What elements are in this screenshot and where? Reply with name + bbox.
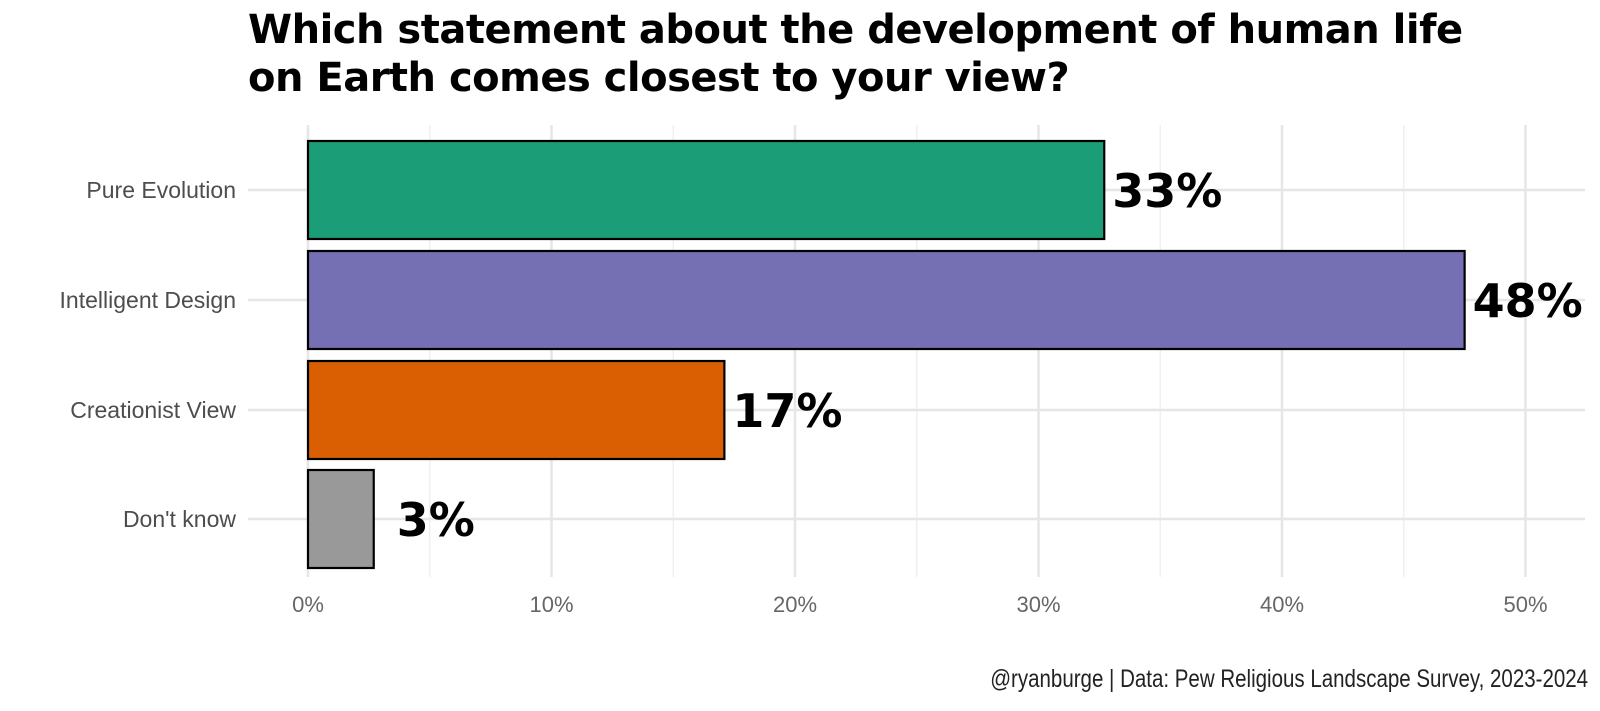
x-tick-label-2: 20%	[773, 592, 817, 617]
value-labels: 33% 48% 17% 3%	[397, 164, 1583, 547]
x-tick-label-4: 40%	[1260, 592, 1304, 617]
value-axis: 0% 10% 20% 30% 40% 50%	[292, 592, 1547, 617]
value-label-1: 48%	[1473, 274, 1583, 328]
category-label-1: Intelligent Design	[60, 287, 236, 313]
bars	[306, 139, 1466, 570]
x-tick-label-0: 0%	[292, 592, 324, 617]
category-label-3: Don't know	[123, 506, 236, 532]
category-axis: Pure Evolution Intelligent Design Creation…	[60, 177, 237, 532]
x-tick-label-3: 30%	[1016, 592, 1060, 617]
bar-2	[306, 359, 726, 461]
value-label-0: 33%	[1112, 164, 1222, 218]
value-label-2: 17%	[732, 384, 842, 438]
bar-0	[306, 139, 1106, 241]
value-label-3: 3%	[397, 493, 475, 547]
chart-caption: @ryanburge | Data: Pew Religious Landsca…	[990, 665, 1588, 693]
x-tick-label-5: 50%	[1503, 592, 1547, 617]
bar-3	[306, 468, 375, 570]
chart-title: Which statement about the development of…	[248, 7, 1463, 101]
x-tick-label-1: 10%	[529, 592, 573, 617]
category-label-0: Pure Evolution	[86, 177, 236, 203]
bar-1	[306, 249, 1466, 351]
category-label-2: Creationist View	[70, 397, 236, 423]
